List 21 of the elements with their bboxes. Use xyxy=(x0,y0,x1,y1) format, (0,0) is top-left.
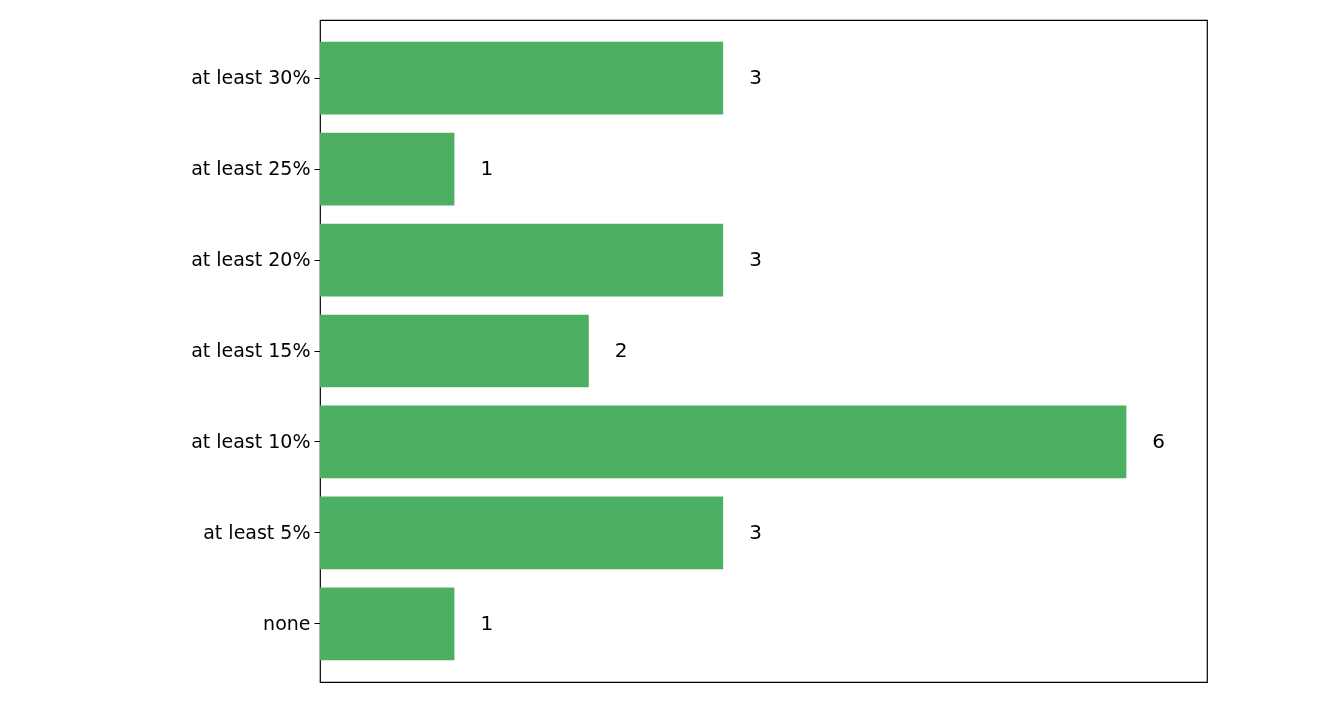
bar xyxy=(320,132,455,206)
y-tick-label: at least 30% xyxy=(191,66,311,89)
y-tick-label: at least 15% xyxy=(191,339,311,361)
data-label: 1 xyxy=(480,610,494,635)
y-tick-label: at least 20% xyxy=(191,248,311,271)
data-label: 3 xyxy=(749,65,762,90)
bar xyxy=(320,41,724,115)
y-tick-label: at least 10% xyxy=(191,429,311,452)
bar xyxy=(320,496,724,570)
bar xyxy=(320,314,589,388)
data-label: 3 xyxy=(749,519,762,544)
data-label: 3 xyxy=(749,247,762,272)
y-tick-label: none xyxy=(263,611,311,634)
y-tick-label: at least 25% xyxy=(191,157,311,180)
bar xyxy=(320,223,724,297)
data-label: 1 xyxy=(480,156,494,181)
bar xyxy=(320,587,455,661)
y-tick-label: at least 5% xyxy=(203,520,311,543)
bar xyxy=(320,405,1127,479)
data-label: 2 xyxy=(614,338,628,362)
data-label: 6 xyxy=(1152,428,1166,453)
